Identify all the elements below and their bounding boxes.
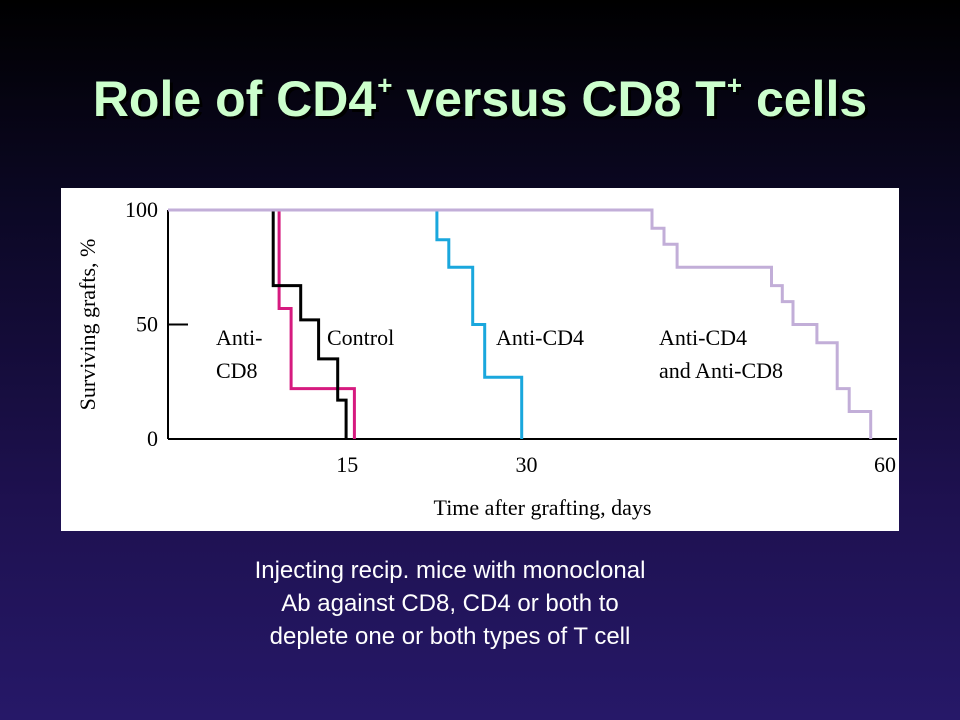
title-superscript-1: + (377, 70, 393, 100)
series-line (168, 208, 524, 439)
series-label: CD8 (216, 358, 258, 383)
y-tick-label: 100 (125, 197, 158, 222)
x-tick-label: 15 (336, 452, 358, 477)
series-label: and Anti-CD8 (659, 358, 783, 383)
x-tick-label: 30 (516, 452, 538, 477)
slide-caption: Injecting recip. mice with monoclonal Ab… (150, 554, 750, 653)
series-label: Anti-CD4 (496, 325, 584, 350)
slide-title: Role of CD4+ versus CD8 T+ cells (0, 72, 960, 124)
caption-line: deplete one or both types of T cell (269, 623, 631, 650)
title-text-cells: cells (742, 71, 868, 127)
title-text-cd8: versus CD8 T (392, 71, 726, 127)
caption-line: Ab against CD8, CD4 or both to (281, 590, 619, 617)
series-label: Anti- (216, 325, 262, 350)
series-line (168, 208, 348, 439)
series-line (168, 208, 873, 439)
title-superscript-2: + (726, 70, 743, 100)
survival-chart-svg: 0 50 100 15 30 60 Time after grafting, days Sur… (75, 197, 897, 520)
y-axis-title: Surviving grafts, % (75, 239, 100, 411)
series-label: Anti-CD4 (659, 325, 747, 350)
x-tick-label: 60 (874, 452, 896, 477)
caption-line: Injecting recip. mice with monoclonal (254, 557, 646, 584)
title-text-cd4: Role of CD4 (92, 71, 377, 127)
y-tick-label: 50 (136, 312, 158, 337)
y-tick-label: 0 (147, 426, 158, 451)
survival-chart: 0 50 100 15 30 60 Time after grafting, days Sur… (61, 188, 899, 531)
series-label: Control (327, 325, 394, 350)
x-axis-title: Time after grafting, days (434, 495, 652, 520)
